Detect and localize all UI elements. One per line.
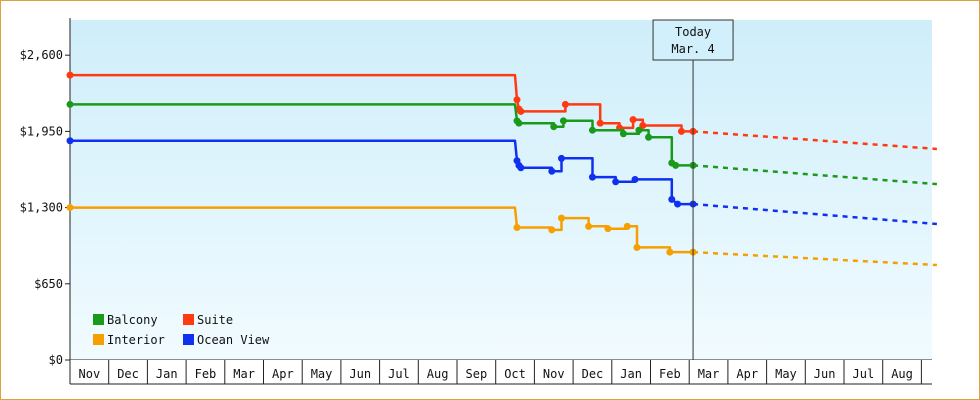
- x-tick-label: Apr: [736, 367, 758, 381]
- y-tick-label: $0: [49, 353, 63, 367]
- x-tick-label: Dec: [117, 367, 139, 381]
- series-ocean-view-point: [548, 167, 556, 175]
- series-balcony-point: [672, 161, 680, 169]
- x-tick-label: Apr: [272, 367, 294, 381]
- series-balcony-point: [635, 126, 643, 134]
- series-suite-point: [513, 96, 521, 104]
- series-balcony-point: [559, 117, 567, 125]
- series-ocean-view-point: [66, 137, 74, 145]
- today-box: [652, 19, 734, 61]
- y-tick-label: $650: [34, 277, 63, 291]
- x-tick-label: Jul: [853, 367, 875, 381]
- today-date: Mar. 4: [671, 42, 714, 56]
- x-tick-label: Jan: [620, 367, 642, 381]
- x-tick-label: Jun: [814, 367, 836, 381]
- x-tick-label: Oct: [504, 367, 526, 381]
- series-ocean-view-point: [588, 173, 596, 181]
- legend-swatch: [183, 314, 194, 325]
- series-balcony-line: [70, 103, 694, 167]
- series-suite-forecast: [692, 130, 937, 151]
- series-ocean-view-point: [668, 195, 676, 203]
- legend-label: Suite: [197, 313, 233, 327]
- series-ocean-view-point: [517, 164, 525, 172]
- x-tick-label: Aug: [427, 367, 449, 381]
- series-balcony-point: [550, 123, 558, 131]
- series-ocean-view-point: [631, 175, 639, 183]
- series-interior-point: [623, 222, 631, 230]
- legend-swatch: [93, 314, 104, 325]
- x-tick-label: Jul: [388, 367, 410, 381]
- x-tick-label: Mar: [698, 367, 720, 381]
- x-tick-label: Nov: [79, 367, 101, 381]
- series-balcony-point: [515, 119, 523, 127]
- x-tick-label: Feb: [659, 367, 681, 381]
- series-balcony-forecast: [692, 164, 937, 186]
- legend-label: Balcony: [107, 313, 158, 327]
- series-interior-point: [633, 243, 641, 251]
- series-suite-point: [596, 119, 604, 127]
- x-tick-label: Nov: [543, 367, 565, 381]
- legend-label: Interior: [107, 333, 165, 347]
- x-tick-label: Mar: [233, 367, 255, 381]
- series-interior-point: [548, 226, 556, 234]
- x-tick-label: Jun: [349, 367, 371, 381]
- series-interior-point: [585, 222, 593, 230]
- x-tick-label: Jan: [156, 367, 178, 381]
- series-balcony-point: [588, 126, 596, 134]
- series-interior-line: [70, 206, 694, 254]
- series-ocean-view-point: [612, 178, 620, 186]
- series-suite-point: [629, 116, 637, 124]
- series-ocean-view-point: [557, 154, 565, 162]
- series-ocean-view-point: [674, 200, 682, 208]
- series-balcony-point: [66, 100, 74, 108]
- legend-swatch: [93, 334, 104, 345]
- month-row: [70, 360, 932, 384]
- x-tick-label: May: [775, 367, 797, 381]
- x-tick-label: May: [311, 367, 333, 381]
- series-interior-point: [513, 224, 521, 232]
- series-interior-point: [604, 225, 612, 233]
- series-interior-point: [66, 204, 74, 212]
- series-ocean-view-forecast: [692, 202, 937, 226]
- series-suite-point: [517, 107, 525, 115]
- series-suite-point: [66, 71, 74, 79]
- x-tick-label: Aug: [891, 367, 913, 381]
- legend-swatch: [183, 334, 194, 345]
- series-interior-forecast: [693, 250, 937, 267]
- x-tick-label: Feb: [195, 367, 217, 381]
- y-tick-label: $1,950: [20, 124, 63, 138]
- plot-area: [70, 20, 932, 360]
- today-label: Today: [675, 25, 711, 39]
- legend-label: Ocean View: [197, 333, 270, 347]
- legend: Balcony Suite Interior Ocean View: [93, 313, 270, 347]
- y-tick-label: $1,300: [20, 201, 63, 215]
- series-suite-point: [561, 100, 569, 108]
- y-tick-label: $2,600: [20, 48, 63, 62]
- x-tick-label: Sep: [466, 367, 488, 381]
- series-balcony-point: [619, 130, 627, 138]
- series-suite-point: [677, 127, 685, 135]
- series-suite-point: [639, 122, 647, 130]
- x-tick-label: Dec: [582, 367, 604, 381]
- series-interior-point: [666, 248, 674, 256]
- series-balcony-point: [645, 133, 653, 141]
- series-interior-point: [557, 214, 565, 222]
